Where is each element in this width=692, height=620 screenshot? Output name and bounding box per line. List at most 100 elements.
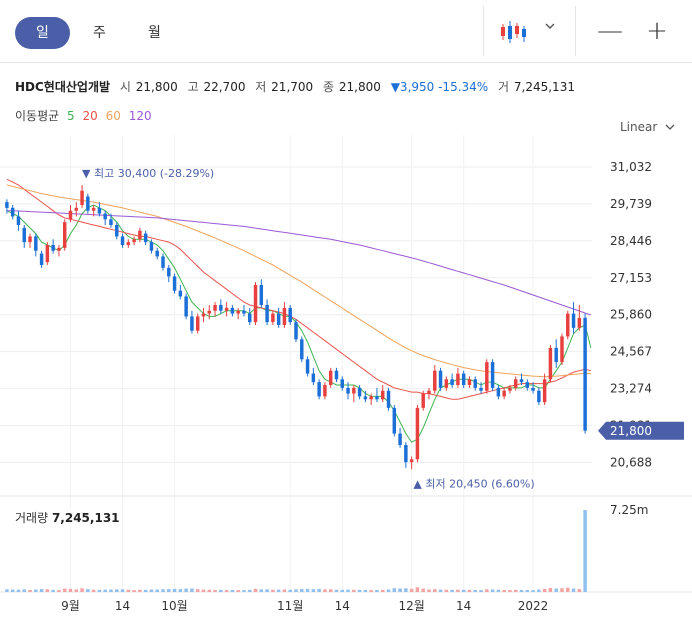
candle bbox=[398, 433, 402, 445]
volume-bar bbox=[201, 589, 206, 592]
volume-bar bbox=[271, 589, 275, 592]
volume-bar bbox=[485, 589, 489, 592]
chart-toolbar: 일 주 월 — + bbox=[0, 0, 692, 63]
close-value: 21,800 bbox=[338, 80, 381, 94]
candle bbox=[126, 242, 131, 245]
period-month-button[interactable]: 월 bbox=[148, 25, 161, 41]
candle bbox=[467, 379, 472, 385]
volume-bar bbox=[502, 589, 506, 592]
current-price-badge bbox=[598, 421, 684, 440]
candle bbox=[16, 216, 21, 225]
volume-bar bbox=[161, 589, 165, 592]
volume-bar bbox=[207, 589, 212, 592]
candle bbox=[86, 196, 90, 211]
zoom-out-button[interactable]: — bbox=[597, 16, 623, 46]
volume-bar bbox=[334, 589, 339, 592]
volume-bar bbox=[560, 588, 564, 592]
volume-bar bbox=[34, 589, 38, 592]
candle bbox=[51, 245, 55, 251]
candle bbox=[340, 379, 344, 388]
candle bbox=[34, 236, 38, 251]
candle bbox=[288, 307, 292, 323]
volume-bar bbox=[427, 589, 431, 592]
volume-bar bbox=[467, 589, 472, 592]
volume-bar bbox=[138, 589, 142, 592]
volume-bar bbox=[311, 589, 316, 592]
ma-5: 5 bbox=[67, 109, 75, 123]
candle bbox=[253, 285, 258, 323]
volume-bar bbox=[380, 589, 385, 592]
volume-bar bbox=[323, 589, 327, 592]
volume-bar bbox=[456, 589, 460, 592]
open-value: 21,800 bbox=[135, 80, 178, 94]
candle bbox=[485, 362, 489, 391]
candle bbox=[68, 210, 73, 220]
candle bbox=[334, 370, 339, 380]
volume-bar bbox=[305, 588, 310, 592]
x-tick-label: 14 bbox=[456, 599, 471, 613]
candle bbox=[421, 393, 425, 408]
candle bbox=[554, 347, 558, 363]
volume-bar bbox=[22, 589, 26, 592]
volume-bar bbox=[91, 589, 96, 592]
x-tick-label: 9월 bbox=[61, 599, 80, 613]
high-label: 고 bbox=[187, 80, 199, 94]
zoom-in-button[interactable]: + bbox=[646, 16, 668, 46]
candle bbox=[317, 382, 321, 397]
volume-bar bbox=[340, 589, 344, 592]
candle bbox=[242, 310, 246, 314]
candle bbox=[190, 316, 194, 331]
candle bbox=[502, 390, 506, 397]
low-label: 저 bbox=[255, 80, 267, 94]
scale-selector[interactable]: Linear bbox=[620, 120, 675, 134]
chevron-down-icon[interactable] bbox=[545, 20, 555, 33]
current-price-label: 21,800 bbox=[610, 424, 652, 438]
volume-bar bbox=[433, 589, 437, 592]
candle bbox=[433, 370, 437, 391]
volume-bar bbox=[288, 589, 292, 592]
candle bbox=[560, 336, 564, 363]
volume-bar bbox=[386, 589, 391, 592]
scale-label: Linear bbox=[620, 120, 658, 134]
candle bbox=[525, 382, 530, 388]
candle bbox=[479, 387, 483, 391]
volume-bar bbox=[404, 588, 408, 592]
candle bbox=[380, 390, 385, 400]
close-label: 종 bbox=[323, 80, 335, 94]
candle bbox=[62, 222, 67, 248]
candlestick-icon[interactable] bbox=[498, 18, 528, 46]
candle bbox=[236, 310, 240, 314]
moving-average-legend[interactable]: 이동평균 5 20 60 120 bbox=[15, 107, 156, 124]
candle bbox=[201, 313, 206, 317]
volume-bar bbox=[236, 590, 240, 592]
volume-bar bbox=[357, 589, 362, 592]
period-week-button[interactable]: 주 bbox=[93, 25, 106, 41]
volume-bar bbox=[242, 590, 246, 592]
toolbar-divider bbox=[575, 6, 576, 56]
volume-bar bbox=[74, 589, 79, 592]
candle bbox=[109, 219, 113, 225]
candle bbox=[184, 296, 188, 317]
y-tick-label: 24,567 bbox=[610, 345, 652, 359]
stock-info-bar: HDC현대산업개발 시 21,800 고 22,700 저 21,700 종 2… bbox=[15, 78, 581, 95]
volume-bar bbox=[190, 588, 194, 592]
candle bbox=[311, 373, 316, 383]
volume-bar bbox=[149, 589, 154, 592]
volume-bar bbox=[57, 590, 61, 592]
period-day-button[interactable]: 일 bbox=[15, 17, 70, 49]
candle bbox=[161, 256, 165, 268]
candle bbox=[305, 359, 310, 374]
volume-bar bbox=[155, 589, 159, 592]
candle bbox=[566, 313, 570, 337]
ma-20-line bbox=[6, 178, 592, 400]
candle bbox=[207, 310, 212, 314]
volume-bar bbox=[496, 589, 501, 592]
volume-bar bbox=[103, 589, 107, 592]
candle bbox=[28, 236, 32, 243]
candle bbox=[248, 313, 252, 323]
candle bbox=[39, 253, 44, 265]
low-marker-label: ▲ 최저 20,450 (6.60%) bbox=[413, 477, 534, 490]
volume-bar bbox=[126, 589, 131, 592]
candle bbox=[80, 190, 84, 205]
